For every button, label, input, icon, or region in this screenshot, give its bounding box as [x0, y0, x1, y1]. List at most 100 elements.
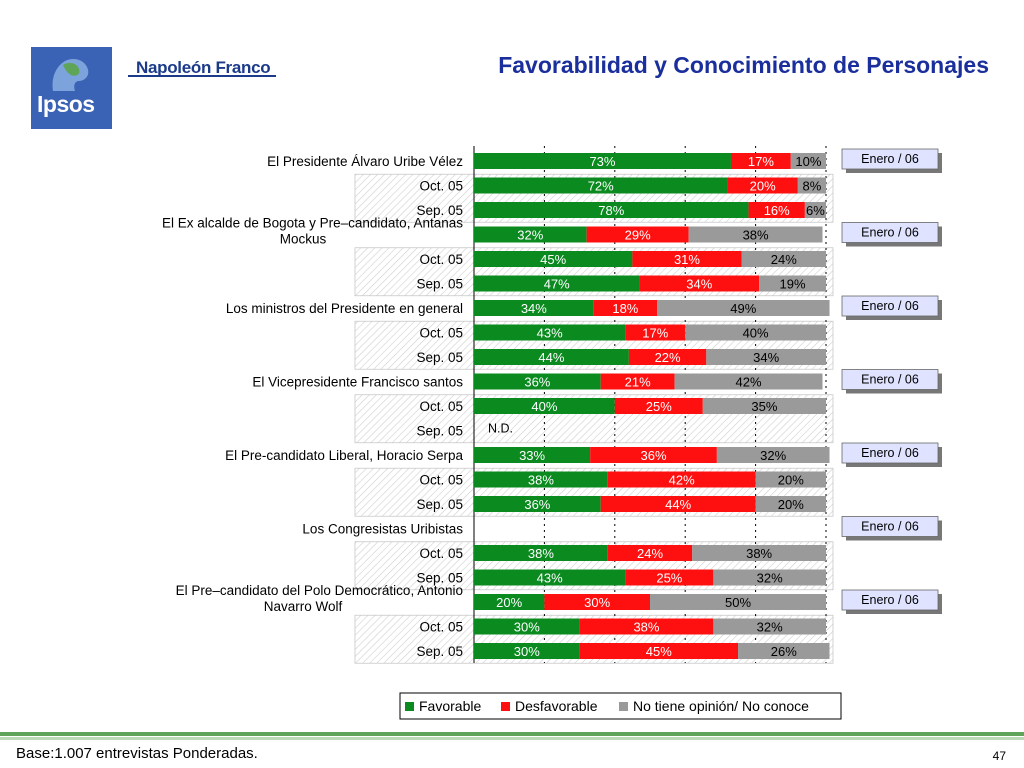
data-label: 18% — [612, 301, 638, 316]
bar-segment — [474, 275, 640, 292]
period-badge-label: Enero / 06 — [861, 373, 919, 387]
data-label: 33% — [519, 448, 545, 463]
bar-segment — [474, 398, 615, 414]
footer-bar — [0, 732, 1024, 736]
bar-segment — [593, 300, 658, 316]
data-label: 36% — [641, 448, 667, 463]
row-label: Sep. 05 — [416, 277, 463, 292]
data-label: 49% — [730, 301, 756, 316]
data-label: 72% — [588, 179, 614, 194]
data-label: 25% — [656, 571, 682, 586]
legend-swatch — [405, 702, 414, 711]
row-label: Sep. 05 — [416, 497, 463, 512]
data-label: 30% — [514, 644, 540, 659]
period-badge — [841, 295, 939, 317]
bar-segment — [607, 471, 756, 488]
row-label: Sep. 05 — [416, 571, 463, 586]
data-label: 17% — [642, 326, 668, 341]
data-label: 42% — [669, 473, 695, 488]
data-label: 20% — [496, 595, 522, 610]
period-badge — [841, 516, 939, 537]
data-label: 20% — [778, 473, 804, 488]
data-label: 26% — [771, 644, 797, 659]
data-label: 43% — [537, 326, 563, 341]
data-label: 47% — [544, 277, 570, 292]
data-label: 73% — [589, 154, 615, 169]
bar-segment — [474, 153, 731, 169]
bar-segment — [741, 251, 826, 267]
group-label: El Presidente Álvaro Uribe Vélez — [267, 154, 463, 169]
data-label: 8% — [803, 179, 822, 194]
data-label: 24% — [637, 546, 663, 561]
row-label: Sep. 05 — [416, 350, 463, 365]
bar-segment — [716, 447, 830, 463]
bar-segment — [713, 569, 826, 586]
data-label: 16% — [764, 203, 790, 218]
not-available-note: N.D. — [488, 422, 513, 436]
period-badge-label: Enero / 06 — [861, 520, 919, 534]
data-label: 34% — [521, 301, 547, 316]
bar-segment — [474, 300, 594, 316]
legend-label: Desfavorable — [515, 698, 598, 714]
legend-swatch — [619, 702, 628, 711]
period-badge-label: Enero / 06 — [861, 226, 919, 240]
data-label: 38% — [633, 620, 659, 635]
data-label: 20% — [778, 497, 804, 512]
bar-segment — [688, 226, 823, 243]
bar-segment — [702, 398, 826, 414]
bar-segment — [600, 496, 756, 512]
data-label: 32% — [757, 620, 783, 635]
bar-segment — [474, 349, 629, 365]
base-note: Base:1.007 entrevistas Ponderadas. — [16, 745, 258, 762]
bar-segment — [544, 594, 650, 610]
data-label: 34% — [686, 277, 712, 292]
period-badge-label: Enero / 06 — [861, 446, 919, 460]
data-label: 6% — [806, 203, 825, 218]
period-badge — [841, 222, 939, 243]
data-label: 40% — [531, 399, 557, 414]
stacked-bar-chart: El Presidente Álvaro Uribe Vélez Enero / … — [162, 146, 942, 720]
bar-segment — [639, 275, 760, 292]
bar-segment — [692, 545, 826, 561]
bar-segment — [790, 153, 826, 169]
row-label: Oct. 05 — [419, 473, 463, 488]
data-label: 31% — [674, 252, 700, 267]
group-label-cont: Mockus — [280, 232, 327, 247]
bar-segment — [474, 594, 545, 610]
data-label: 50% — [725, 595, 751, 610]
data-label: 24% — [771, 252, 797, 267]
data-label: 44% — [538, 350, 564, 365]
logo-face-icon — [52, 59, 89, 91]
bar-segment — [685, 324, 826, 341]
bar-segment — [713, 618, 826, 635]
row-label: Oct. 05 — [419, 252, 463, 267]
bar-segment — [474, 569, 626, 586]
data-label: 17% — [748, 154, 774, 169]
bar-segment — [474, 618, 580, 635]
bar-segment — [625, 324, 686, 341]
data-label: 38% — [743, 228, 769, 243]
bar-segment — [474, 447, 591, 463]
data-label: 34% — [753, 350, 779, 365]
group-label: Los Congresistas Uribistas — [302, 522, 463, 537]
logo-text: Ipsos — [37, 91, 95, 117]
data-label: 20% — [750, 179, 776, 194]
data-label: 45% — [540, 252, 566, 267]
data-label: 38% — [746, 546, 772, 561]
bar-segment — [474, 226, 587, 243]
group-label: El Vicepresidente Francisco santos — [252, 375, 463, 390]
bar-segment — [600, 373, 675, 390]
legend-label: No tiene opinión/ No conoce — [633, 698, 809, 714]
group-label: El Pre–candidato del Polo Democrático, A… — [176, 583, 463, 598]
data-label: 30% — [584, 595, 610, 610]
bar-segment — [755, 496, 826, 512]
bar-segment — [614, 398, 703, 414]
group-label: El Pre-candidato Liberal, Horacio Serpa — [225, 448, 463, 463]
period-badge — [841, 148, 939, 170]
row-label: Oct. 05 — [419, 620, 463, 635]
legend-label: Favorable — [419, 698, 481, 714]
group-label: El Ex alcalde de Bogota y Pre–candidato,… — [162, 216, 463, 231]
bar-segment — [674, 373, 823, 390]
bar-segment — [474, 496, 601, 512]
group-label-cont: Navarro Wolf — [264, 599, 343, 614]
